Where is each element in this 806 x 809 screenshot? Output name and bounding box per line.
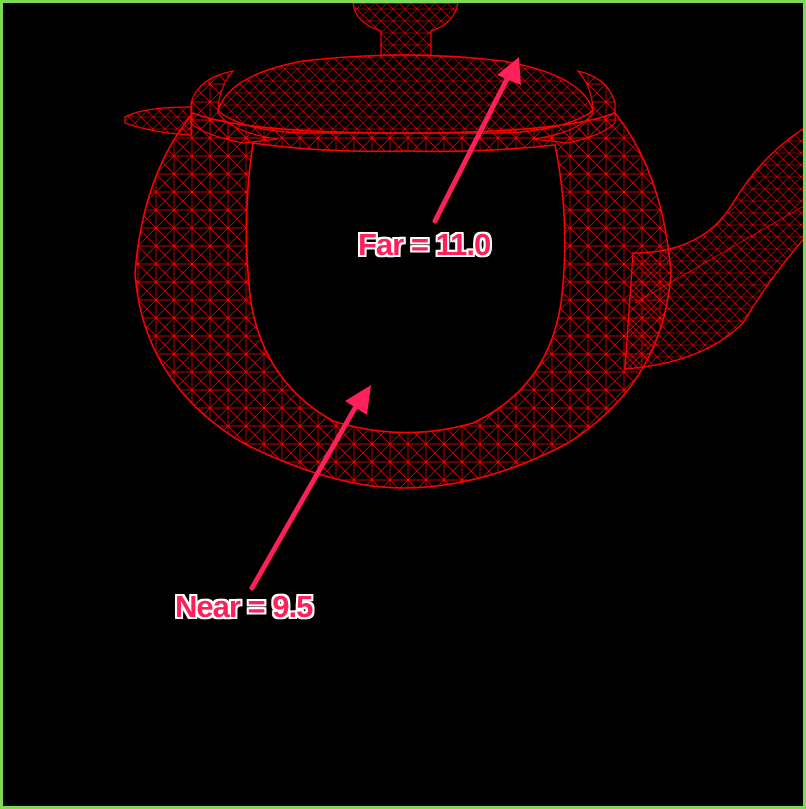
teapot-knob: [352, 3, 459, 56]
teapot-spout: [624, 128, 803, 370]
teapot-wireframe: [124, 3, 803, 591]
far-plane-label: Far = 11.0: [358, 227, 491, 262]
far-arrow-icon: [432, 57, 521, 224]
near-plane-label: Near = 9.5: [175, 589, 313, 624]
teapot-body: [134, 112, 672, 489]
near-arrow-icon: [249, 385, 371, 591]
teapot-lid: [217, 54, 594, 134]
